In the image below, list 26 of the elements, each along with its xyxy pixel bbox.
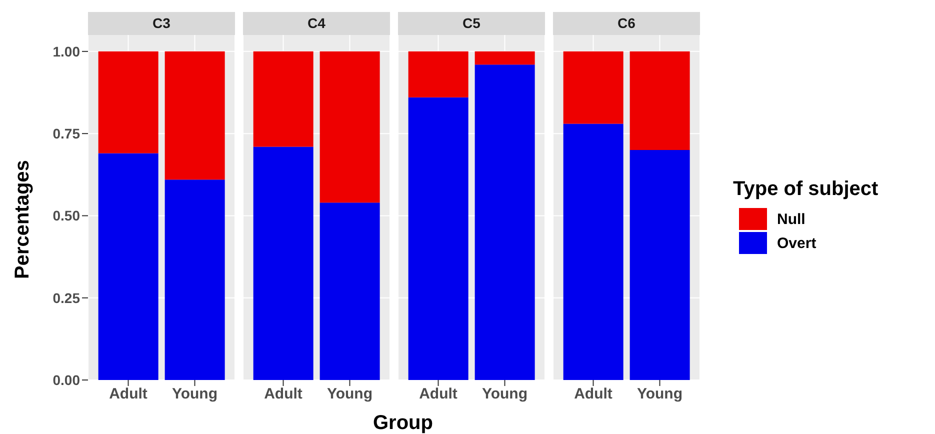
bar xyxy=(164,180,225,380)
bar xyxy=(98,51,158,154)
legend-title: Type of subject xyxy=(733,178,878,201)
x-tick-label: Adult xyxy=(419,386,458,403)
chart-title: C4 xyxy=(243,12,390,35)
legend-label: Null xyxy=(777,210,806,228)
chart-title: C3 xyxy=(88,12,235,35)
y-tick-label: 0.75 xyxy=(52,126,80,142)
x-tick-label: Adult xyxy=(109,386,148,403)
x-tick-label: Young xyxy=(636,386,683,403)
x-tick-label: Adult xyxy=(264,386,302,403)
y-tick-label: 1.00 xyxy=(52,43,80,60)
bar xyxy=(164,51,225,180)
y-tick-label: 0.50 xyxy=(52,208,80,224)
x-tick-label: Young xyxy=(482,386,528,403)
y-tick-label: 0.00 xyxy=(52,372,80,388)
x-tick-label: Young xyxy=(172,386,218,403)
y-axis-title: Percentages xyxy=(12,159,34,281)
legend-label: Overt xyxy=(777,234,816,252)
x-axis-title: Group xyxy=(372,412,434,434)
chart-title: C6 xyxy=(553,12,700,35)
bar xyxy=(98,153,158,380)
y-tick-label: 0.25 xyxy=(52,290,80,306)
x-tick-label: Adult xyxy=(574,386,612,403)
chart-title: C5 xyxy=(398,12,545,35)
x-tick-label: Young xyxy=(326,386,373,403)
